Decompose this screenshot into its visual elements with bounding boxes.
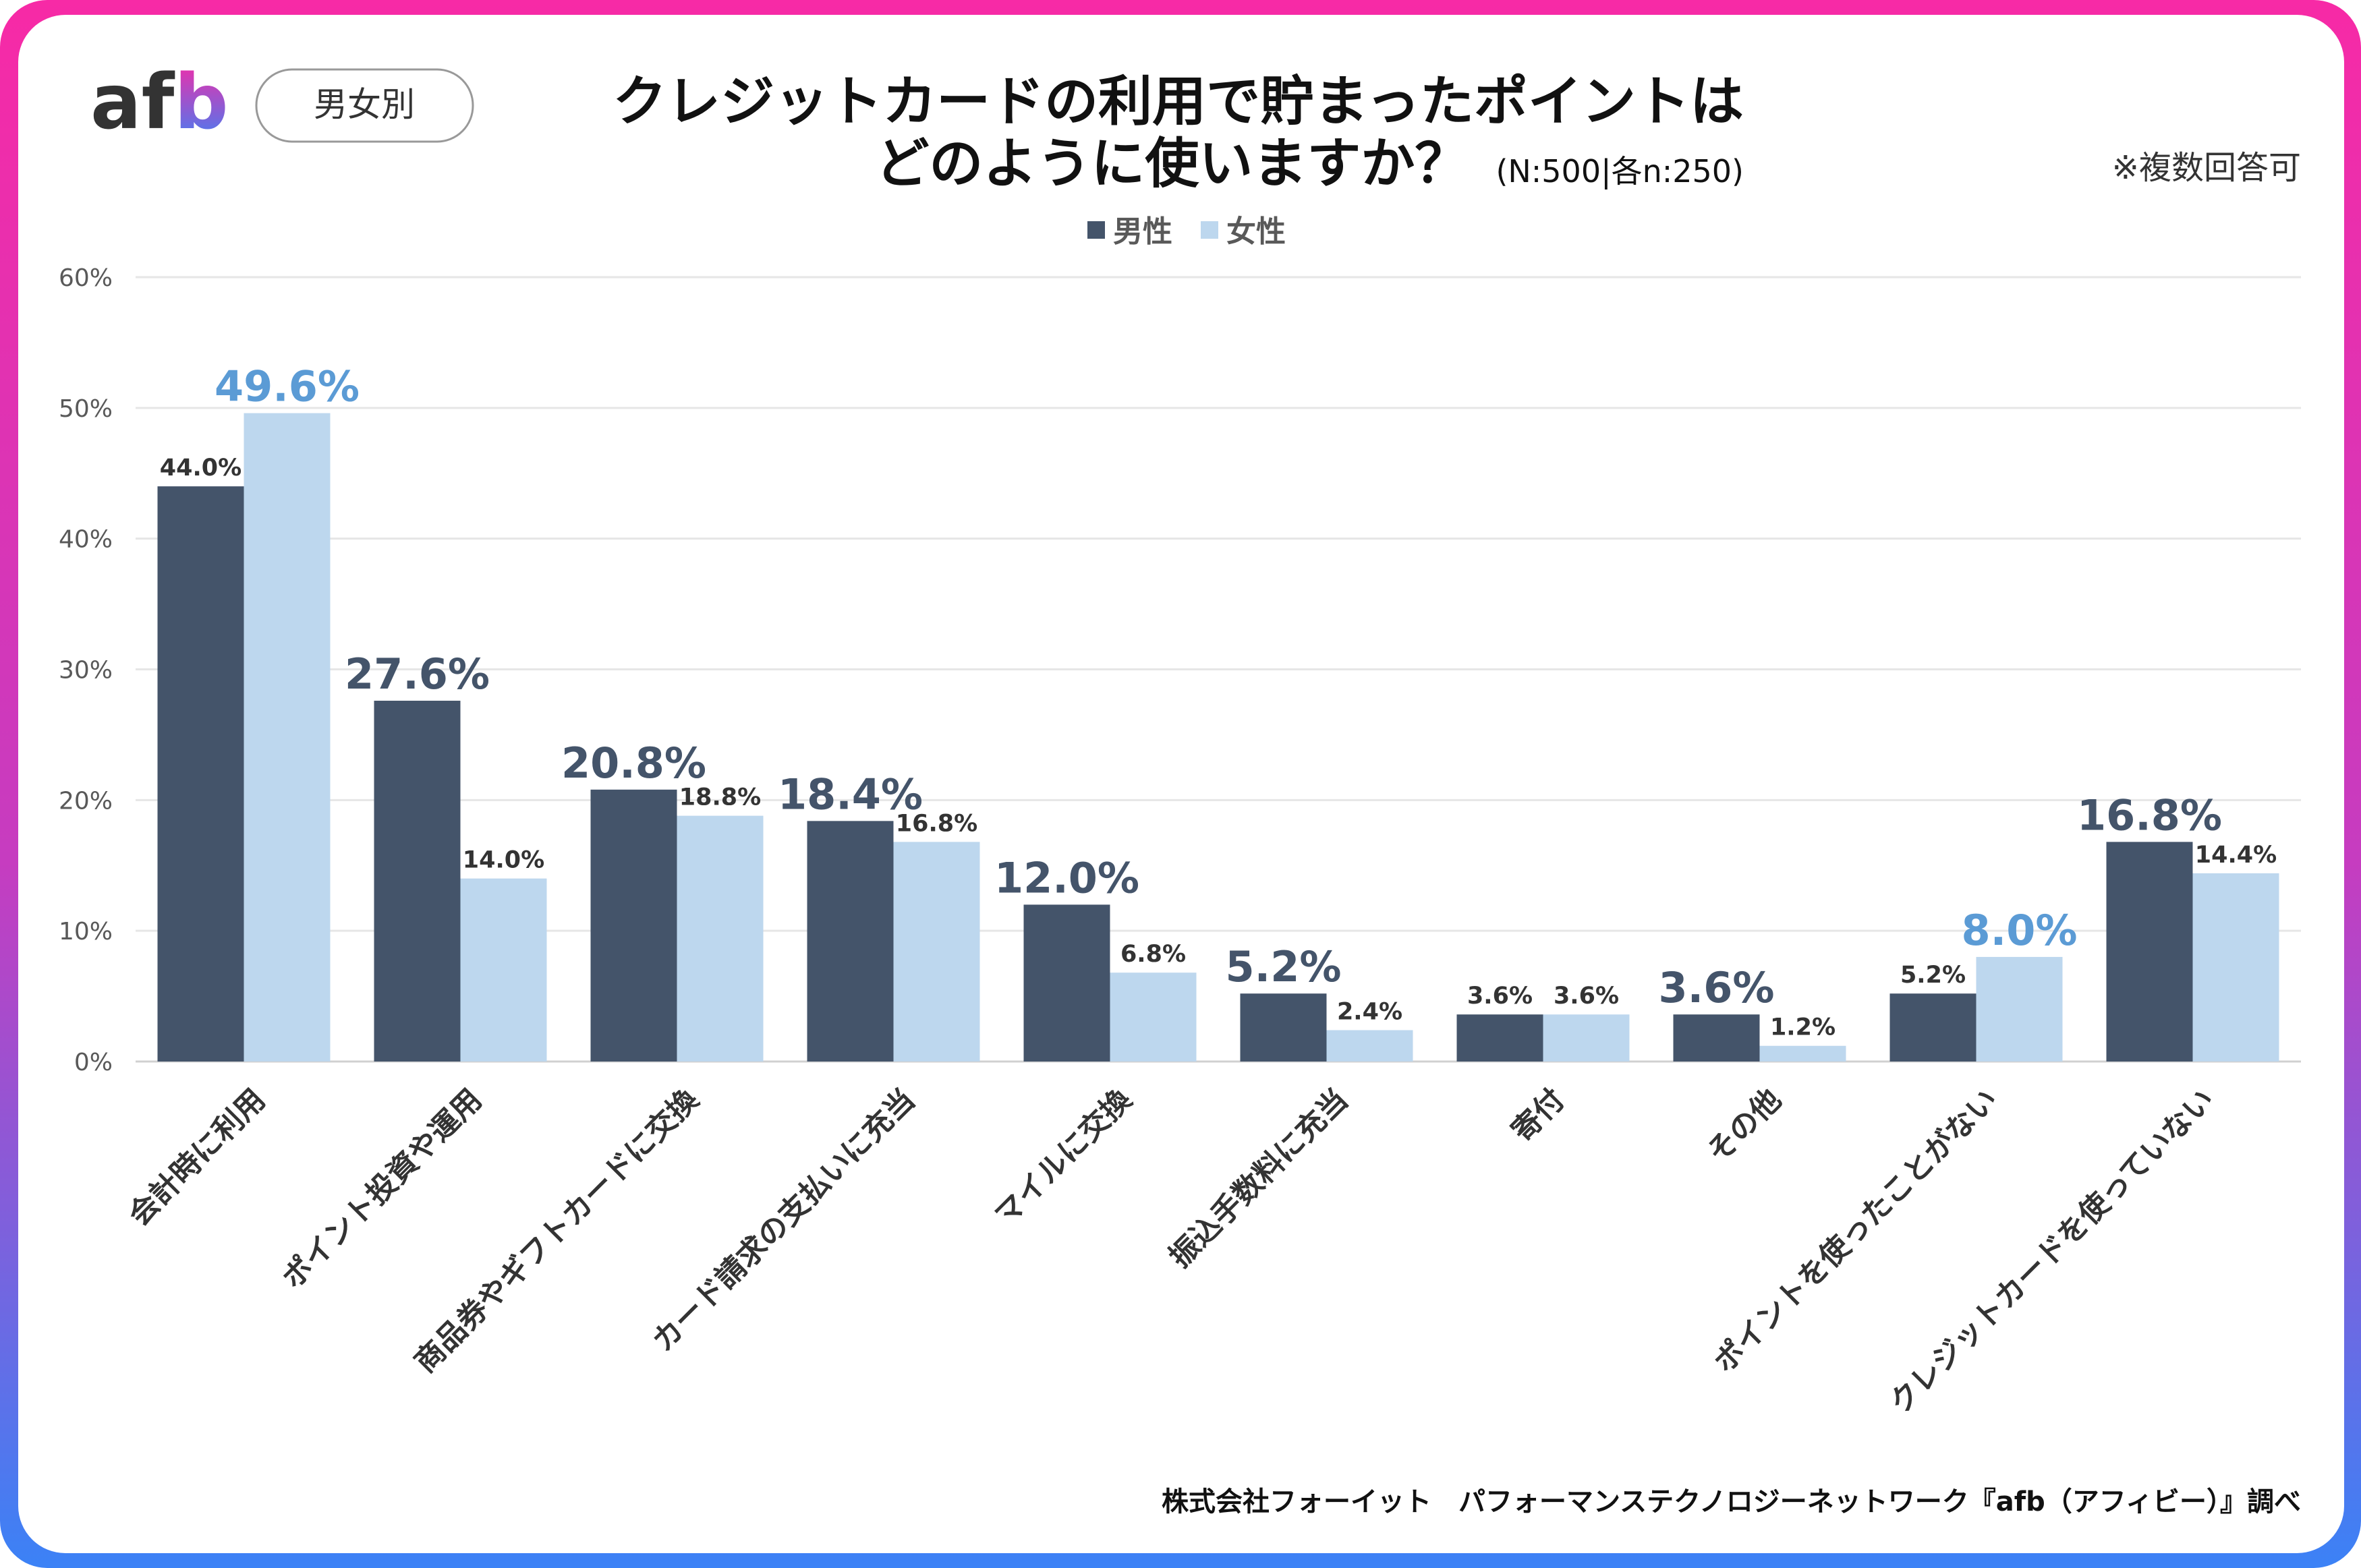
data-label: 20.8%: [561, 738, 706, 788]
bar-male: [374, 701, 461, 1062]
data-label: 8.0%: [1962, 906, 2078, 955]
source-footer: 株式会社フォーイット パフォーマンステクノロジーネットワーク『afb（アフィビー…: [1162, 1486, 2301, 1517]
legend-label-male: 男性: [1113, 214, 1172, 249]
title-question: どのように使いますか？: [875, 132, 1469, 195]
bar-female: [244, 413, 331, 1062]
bar-female: [2192, 873, 2279, 1062]
data-label: 6.8%: [1120, 941, 1186, 968]
data-label: 44.0%: [160, 455, 241, 482]
data-label: 27.6%: [345, 649, 490, 699]
bar-male: [807, 821, 894, 1062]
legend-label-female: 女性: [1226, 214, 1286, 249]
bar-male: [1889, 993, 1976, 1062]
bar-female: [460, 878, 547, 1062]
y-tick-label: 50%: [59, 395, 113, 423]
data-label: 49.6%: [215, 362, 360, 411]
bar-male: [1023, 904, 1110, 1062]
title-line2: どのように使いますか？ (N:500|各n:250): [875, 132, 1744, 195]
card-background: [18, 15, 2344, 1553]
bar-male: [157, 486, 244, 1062]
gender-badge: 男女別: [255, 68, 474, 143]
legend-swatch-male: [1087, 221, 1105, 239]
data-label: 16.8%: [2077, 790, 2222, 840]
sample-size: (N:500|各n:250): [1496, 153, 1744, 190]
bar-male: [590, 789, 677, 1062]
bar-male: [1456, 1014, 1543, 1062]
y-tick-label: 0%: [74, 1049, 113, 1076]
data-label: 14.0%: [463, 847, 544, 874]
y-tick-label: 40%: [59, 526, 113, 554]
legend: 男性 女性: [1087, 214, 1286, 249]
y-tick-label: 20%: [59, 787, 113, 815]
afb-logo: afb: [90, 59, 228, 146]
legend-swatch-female: [1201, 221, 1218, 239]
bar-female: [677, 815, 764, 1062]
data-label: 3.6%: [1659, 963, 1775, 1012]
bar-female: [893, 842, 980, 1062]
data-label: 2.4%: [1337, 998, 1402, 1025]
badge-label: 男女別: [314, 85, 415, 124]
multiple-answer-note: ※複数回答可: [2112, 149, 2301, 187]
bar-male: [2106, 842, 2193, 1062]
data-label: 14.4%: [2195, 842, 2277, 869]
y-tick-label: 60%: [59, 264, 113, 292]
data-label: 1.2%: [1770, 1014, 1836, 1041]
data-label: 3.6%: [1554, 983, 1619, 1010]
title-line1: クレジットカードの利用で貯まったポイントは: [613, 70, 1744, 133]
data-label: 12.0%: [994, 853, 1139, 902]
data-label: 3.6%: [1467, 983, 1533, 1010]
bar-female: [1759, 1045, 1846, 1062]
y-tick-label: 30%: [59, 657, 113, 685]
bar-female: [1110, 972, 1197, 1062]
data-label: 18.4%: [778, 770, 923, 819]
logo-text: afb: [90, 59, 228, 146]
data-label: 16.8%: [896, 810, 977, 837]
y-tick-label: 10%: [59, 918, 113, 946]
bar-male: [1240, 993, 1327, 1062]
data-label: 5.2%: [1900, 962, 1966, 989]
data-label: 18.8%: [679, 784, 761, 811]
bar-female: [1976, 956, 2063, 1062]
bar-male: [1673, 1014, 1760, 1062]
bar-female: [1543, 1014, 1630, 1062]
bar-female: [1326, 1030, 1413, 1062]
data-label: 5.2%: [1226, 942, 1342, 991]
